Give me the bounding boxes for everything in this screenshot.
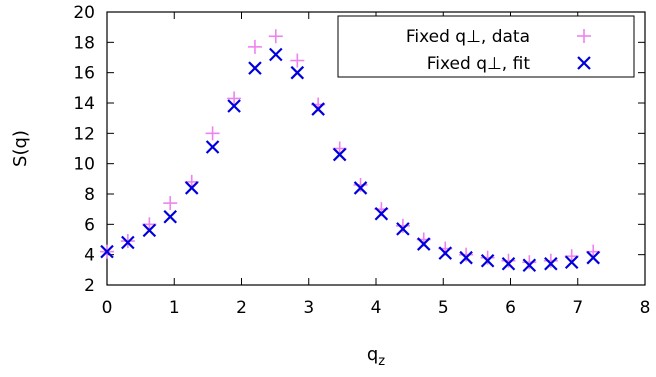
data-point-8 [268,29,283,44]
x-tick-label-5: 5 [438,298,449,318]
data-point-7 [247,39,262,54]
y-tick-label-1: 4 [84,246,95,266]
fit-point-23 [586,250,600,265]
fit-point-19 [501,256,516,271]
fit-point-21 [544,256,558,271]
x-axis-label: qz [367,344,385,369]
fit-point-20 [522,258,537,273]
fit-point-5 [205,140,220,154]
data-point-12 [353,177,368,192]
fit-point-6 [227,99,241,113]
data-point-21 [543,253,558,268]
y-tick-label-3: 8 [84,185,95,205]
x-tick-labels: 0 1 2 3 4 5 6 7 8 [102,298,651,318]
x-tick-label-1: 1 [169,298,180,318]
x-tick-label-7: 7 [572,298,583,318]
fit-point-13 [374,206,389,221]
legend-cross-symbol [577,56,591,70]
data-point-5 [205,126,220,141]
y-tick-label-5: 12 [73,124,95,144]
y-tick-labels: 2 4 6 8 10 12 14 16 18 20 [73,3,95,296]
data-point-20 [522,255,537,270]
legend-cross-marker [577,56,591,70]
y-axis-label: S(q) [10,130,31,167]
fit-point-12 [353,181,368,195]
y-tick-label-4: 10 [73,155,95,175]
fit-point-16 [438,246,453,260]
fit-point-10 [311,102,325,116]
fit-point-2 [142,223,157,238]
x-tick-label-2: 2 [236,298,247,318]
data-point-6 [227,91,242,106]
legend: Fixed q⊥, data Fixed q⊥, fit [337,15,635,78]
data-series [100,29,601,273]
x-tick-label-6: 6 [505,298,516,318]
x-tick-label-3: 3 [303,298,314,318]
y-tick-label-0: 2 [84,276,95,296]
fit-point-4 [184,181,199,195]
legend-entry-data: Fixed q⊥, data [406,27,530,47]
fit-point-17 [459,250,473,265]
data-point-3 [163,196,178,211]
fit-point-1 [121,235,135,250]
data-point-18 [480,250,495,265]
data-point-17 [459,247,474,262]
fit-point-22 [564,255,579,270]
fit-point-9 [290,65,305,80]
data-point-14 [395,218,410,233]
fit-point-15 [416,237,431,251]
x-tick-label-8: 8 [640,298,651,318]
x-tick-label-0: 0 [102,298,113,318]
fit-point-7 [248,61,262,75]
y-tick-label-2: 6 [84,215,95,235]
y-tick-label-7: 16 [73,64,95,84]
fit-point-11 [332,147,347,162]
legend-plus-symbol [577,29,591,43]
fit-point-14 [396,222,410,236]
x-tick-label-4: 4 [371,298,382,318]
legend-plus-marker [577,29,591,43]
fit-point-3 [163,209,177,224]
y-tick-label-9: 20 [73,3,95,23]
data-point-9 [290,53,305,68]
fit-point-8 [269,47,283,62]
y-tick-label-8: 18 [73,33,95,53]
x-axis-label-main: q [367,344,378,365]
y-tick-label-6: 14 [73,94,95,114]
data-point-19 [501,253,516,268]
legend-box [337,15,635,78]
fit-point-18 [480,253,495,268]
fit-point-0 [100,244,114,259]
x-axis-label-sub: z [378,354,385,369]
legend-entry-fit: Fixed q⊥, fit [427,54,531,74]
series-fit [100,47,600,273]
